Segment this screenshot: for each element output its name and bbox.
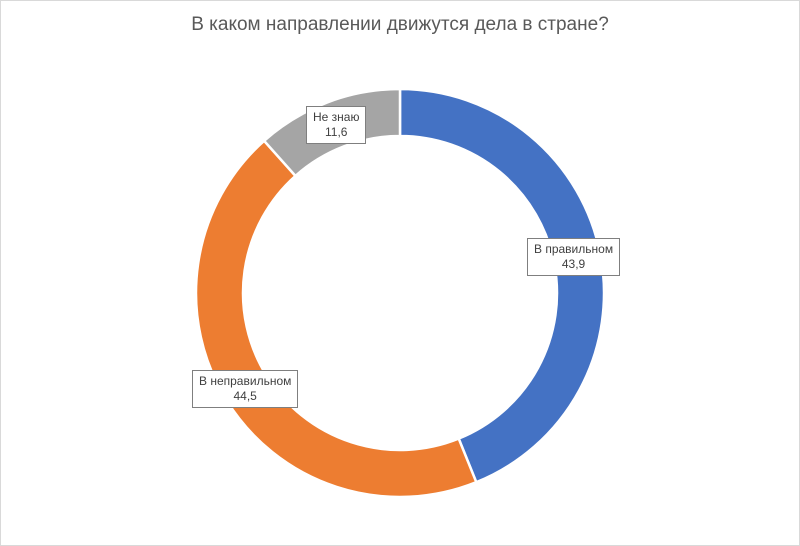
data-label-right-name: В правильном <box>534 242 614 256</box>
data-label-wrong: В неправильном 44,5 <box>192 370 299 408</box>
data-label-right: В правильном 43,9 <box>527 238 621 276</box>
slice-wrong <box>194 139 478 499</box>
slice-right <box>398 87 606 484</box>
data-label-right-value: 43,9 <box>561 257 586 271</box>
data-label-dontknow-value: 11,6 <box>325 125 348 139</box>
data-label-wrong-name: В неправильном <box>199 374 292 388</box>
chart-title: В каком направлении движутся дела в стра… <box>191 14 609 35</box>
data-label-dontknow-name: Не знаю <box>313 110 360 124</box>
data-label-wrong-value: 44,5 <box>233 389 257 403</box>
data-label-dontknow: Не знаю 11,6 <box>306 106 367 144</box>
